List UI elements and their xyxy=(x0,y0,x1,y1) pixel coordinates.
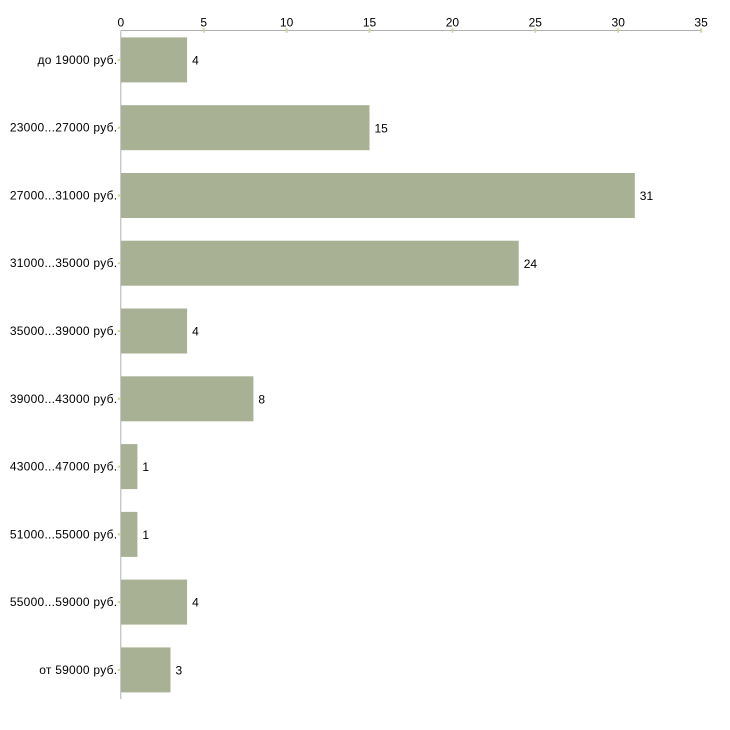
svg-text:4: 4 xyxy=(192,325,199,339)
svg-text:1: 1 xyxy=(142,460,149,474)
svg-text:31: 31 xyxy=(640,189,654,203)
svg-text:4: 4 xyxy=(192,54,199,68)
svg-text:15: 15 xyxy=(375,121,389,135)
svg-text:3: 3 xyxy=(176,664,183,678)
svg-text:1: 1 xyxy=(142,528,149,542)
svg-text:39000...43000 руб.: 39000...43000 руб. xyxy=(10,392,117,406)
svg-text:43000...47000 руб.: 43000...47000 руб. xyxy=(10,460,117,474)
svg-text:до 19000 руб.: до 19000 руб. xyxy=(37,53,117,67)
svg-text:23000...27000 руб.: 23000...27000 руб. xyxy=(10,121,117,135)
svg-text:55000...59000 руб.: 55000...59000 руб. xyxy=(10,595,117,609)
svg-text:24: 24 xyxy=(524,257,538,271)
svg-text:35: 35 xyxy=(694,15,708,29)
svg-text:15: 15 xyxy=(363,15,377,29)
svg-text:20: 20 xyxy=(446,15,460,29)
svg-text:25: 25 xyxy=(529,15,543,29)
svg-text:5: 5 xyxy=(200,15,207,29)
svg-text:8: 8 xyxy=(258,392,265,406)
svg-text:27000...31000 руб.: 27000...31000 руб. xyxy=(10,189,117,203)
svg-text:от 59000 руб.: от 59000 руб. xyxy=(39,663,117,677)
svg-text:35000...39000 руб.: 35000...39000 руб. xyxy=(10,324,117,338)
svg-text:0: 0 xyxy=(117,15,124,29)
svg-text:4: 4 xyxy=(192,596,199,610)
svg-text:10: 10 xyxy=(280,15,294,29)
svg-text:31000...35000 руб.: 31000...35000 руб. xyxy=(10,256,117,270)
svg-text:30: 30 xyxy=(612,15,626,29)
svg-text:51000...55000 руб.: 51000...55000 руб. xyxy=(10,527,117,541)
